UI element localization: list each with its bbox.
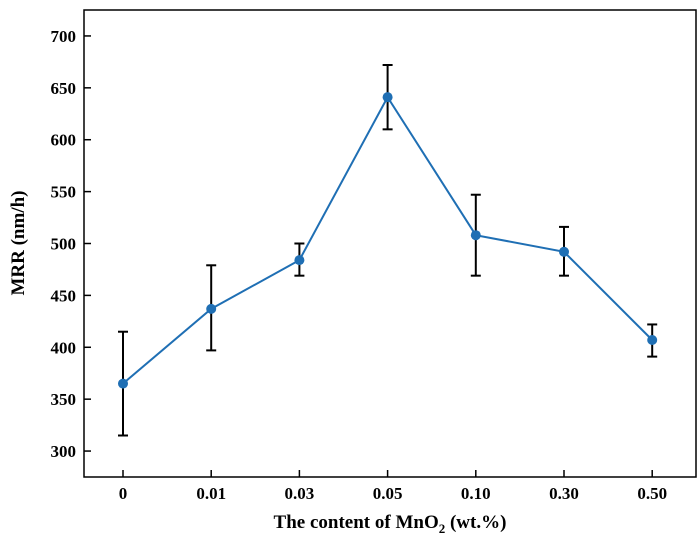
y-tick-label: 350 — [51, 390, 77, 409]
data-point — [382, 92, 393, 103]
x-axis-title-suffix: (wt.%) — [445, 512, 506, 533]
y-tick-label: 300 — [51, 442, 77, 461]
y-tick-label: 600 — [51, 131, 77, 150]
data-point — [118, 378, 128, 389]
data-point — [647, 335, 658, 346]
x-tick-label: 0.50 — [637, 484, 667, 503]
data-points — [118, 92, 658, 389]
x-tick-label: 0.03 — [285, 484, 315, 503]
y-axis-title: MRR (nm/h) — [8, 190, 29, 295]
y-tick-label: 400 — [51, 338, 77, 357]
data-point — [294, 255, 305, 266]
y-tick-label: 500 — [51, 235, 77, 254]
y-axis: 300 350 400 450 500 550 600 650 700 — [51, 27, 91, 461]
x-axis: 0 0.01 0.03 0.05 0.10 0.30 0.50 — [119, 470, 667, 503]
x-axis-title: The content of MnO2 (wt.%) — [274, 512, 507, 536]
data-point — [470, 230, 481, 241]
x-axis-title-main: The content of MnO — [274, 512, 439, 533]
x-tick-label: 0.05 — [373, 484, 403, 503]
y-tick-label: 550 — [51, 183, 77, 202]
error-bars — [118, 64, 658, 437]
x-axis-title-subscript: 2 — [439, 521, 446, 536]
x-tick-label: 0 — [119, 484, 128, 503]
x-tick-label: 0.30 — [549, 484, 579, 503]
x-tick-label: 0.10 — [461, 484, 491, 503]
series-line — [122, 95, 653, 385]
y-tick-label: 450 — [51, 286, 77, 305]
y-tick-label: 650 — [51, 79, 77, 98]
data-point — [206, 303, 217, 314]
y-tick-label: 700 — [51, 27, 77, 46]
data-point — [559, 246, 569, 257]
plot-frame — [83, 9, 697, 478]
x-tick-label: 0.01 — [196, 484, 226, 503]
